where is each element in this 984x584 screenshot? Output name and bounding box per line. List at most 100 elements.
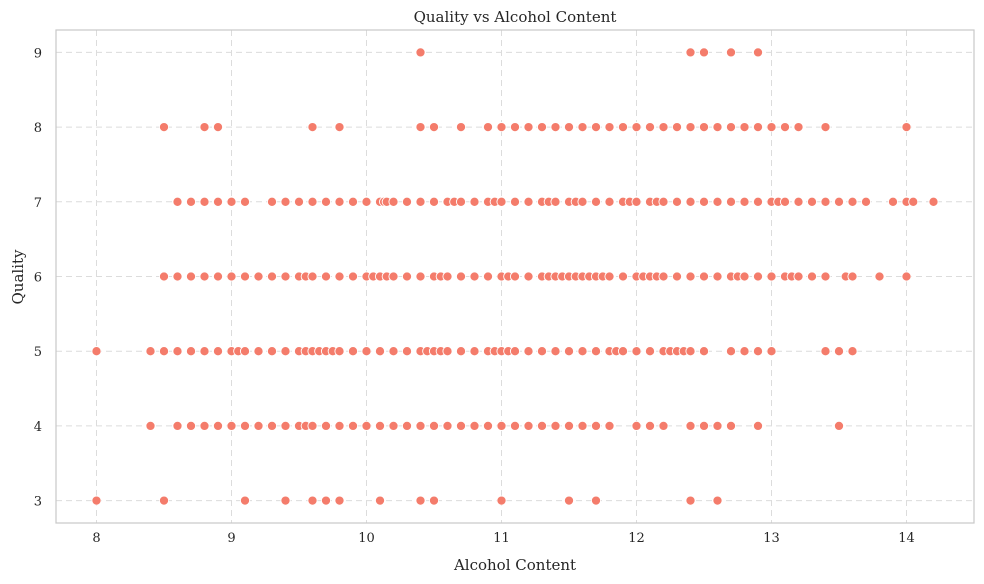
x-axis-label: Alcohol Content bbox=[453, 556, 576, 574]
data-point bbox=[428, 122, 440, 133]
data-point bbox=[293, 196, 305, 207]
data-point bbox=[347, 196, 359, 207]
data-point bbox=[833, 196, 845, 207]
data-point bbox=[320, 420, 332, 431]
data-point bbox=[401, 271, 413, 282]
data-point bbox=[698, 346, 710, 357]
data-point bbox=[658, 271, 669, 282]
data-point bbox=[685, 47, 696, 58]
data-point bbox=[334, 495, 345, 506]
data-point bbox=[698, 122, 710, 133]
data-point bbox=[428, 420, 440, 431]
data-point bbox=[590, 420, 602, 431]
data-point bbox=[226, 196, 237, 207]
data-point bbox=[631, 420, 642, 431]
data-point bbox=[820, 346, 831, 357]
data-point bbox=[374, 346, 386, 357]
data-point bbox=[307, 122, 318, 133]
data-point bbox=[226, 420, 237, 431]
data-point bbox=[226, 271, 237, 282]
data-point bbox=[793, 196, 804, 207]
data-point bbox=[671, 122, 683, 133]
data-point bbox=[536, 346, 548, 357]
data-point bbox=[752, 271, 764, 282]
data-point bbox=[361, 346, 372, 357]
data-point bbox=[658, 420, 669, 431]
data-point bbox=[698, 196, 710, 207]
data-point bbox=[698, 47, 710, 58]
data-point bbox=[266, 196, 278, 207]
data-point bbox=[239, 495, 251, 506]
x-tick-label: 13 bbox=[763, 531, 780, 546]
data-point bbox=[469, 420, 480, 431]
data-point bbox=[320, 495, 332, 506]
data-point bbox=[469, 346, 480, 357]
data-point bbox=[577, 346, 588, 357]
data-point bbox=[415, 122, 426, 133]
data-point bbox=[577, 196, 588, 207]
x-tick-label: 14 bbox=[898, 531, 915, 546]
data-point bbox=[334, 420, 345, 431]
data-point bbox=[644, 346, 656, 357]
data-point bbox=[908, 196, 919, 207]
data-point bbox=[280, 196, 291, 207]
data-point bbox=[698, 420, 710, 431]
data-point bbox=[725, 196, 737, 207]
data-point bbox=[185, 420, 197, 431]
data-point bbox=[820, 196, 831, 207]
data-point bbox=[766, 271, 777, 282]
data-point bbox=[550, 122, 561, 133]
x-tick-labels: 8 9 10 11 12 13 14 bbox=[92, 531, 914, 546]
data-point bbox=[158, 122, 170, 133]
data-point bbox=[455, 196, 467, 207]
data-point bbox=[428, 495, 440, 506]
data-point bbox=[671, 271, 683, 282]
data-point bbox=[199, 420, 210, 431]
data-point bbox=[806, 271, 818, 282]
data-point bbox=[617, 122, 629, 133]
data-point bbox=[253, 271, 264, 282]
y-axis-label: Quality bbox=[9, 249, 27, 305]
data-point bbox=[685, 420, 696, 431]
data-point bbox=[172, 420, 183, 431]
data-point bbox=[523, 420, 534, 431]
data-point bbox=[590, 122, 602, 133]
data-point bbox=[280, 420, 291, 431]
data-point bbox=[523, 271, 534, 282]
data-point bbox=[374, 495, 386, 506]
data-point bbox=[307, 196, 318, 207]
data-point bbox=[401, 346, 413, 357]
data-point bbox=[590, 495, 602, 506]
data-point bbox=[793, 271, 804, 282]
data-point bbox=[334, 196, 345, 207]
data-point bbox=[806, 196, 818, 207]
data-point bbox=[455, 271, 467, 282]
data-point bbox=[509, 122, 521, 133]
data-point bbox=[401, 196, 413, 207]
data-point bbox=[550, 346, 561, 357]
data-point bbox=[550, 420, 561, 431]
data-point bbox=[698, 271, 710, 282]
data-point bbox=[712, 196, 723, 207]
data-point bbox=[239, 420, 251, 431]
data-point bbox=[212, 420, 224, 431]
data-point bbox=[847, 196, 858, 207]
data-point bbox=[928, 196, 939, 207]
data-point bbox=[307, 420, 318, 431]
data-point bbox=[563, 346, 575, 357]
data-point bbox=[509, 196, 521, 207]
y-tick-label: 3 bbox=[34, 495, 42, 510]
data-point bbox=[887, 196, 899, 207]
data-point bbox=[671, 196, 683, 207]
y-tick-label: 4 bbox=[34, 420, 42, 435]
data-point bbox=[158, 271, 170, 282]
data-point bbox=[577, 420, 588, 431]
data-point bbox=[415, 196, 426, 207]
data-point bbox=[199, 122, 210, 133]
data-point bbox=[212, 346, 224, 357]
data-point bbox=[752, 122, 764, 133]
data-point bbox=[509, 271, 521, 282]
data-points bbox=[91, 47, 939, 506]
data-point bbox=[820, 122, 831, 133]
